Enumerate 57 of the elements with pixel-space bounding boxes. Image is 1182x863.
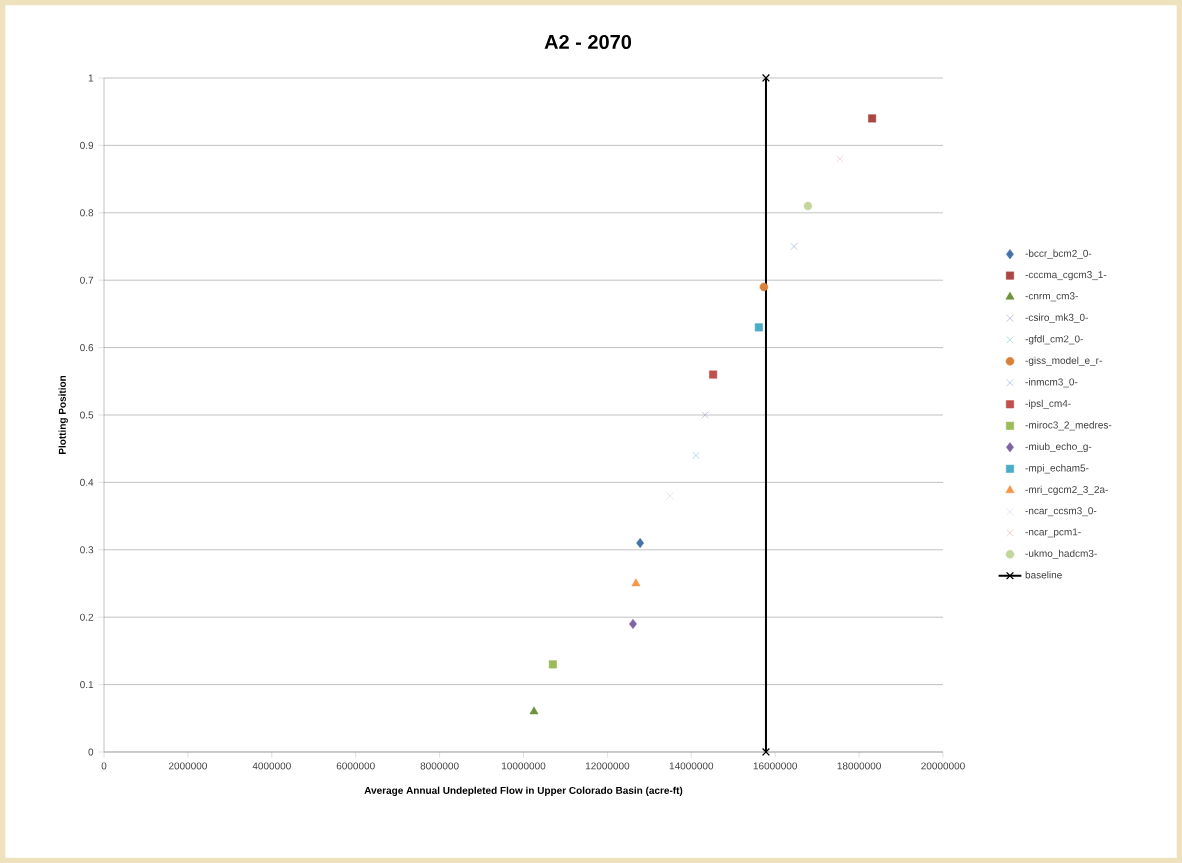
legend-label: -cccma_cgcm3_1- <box>1025 271 1107 281</box>
y-tick-label: 0.2 <box>80 613 94 621</box>
x-tick-label: 2000000 <box>168 762 207 770</box>
point <box>666 492 674 500</box>
point <box>629 618 637 629</box>
point <box>759 282 769 292</box>
legend-label: -csiro_mk3_0- <box>1025 313 1088 323</box>
point <box>631 578 641 587</box>
y-tick-label: 0 <box>88 748 94 756</box>
point <box>868 114 877 123</box>
legend-label: -giss_model_e_r- <box>1025 356 1102 366</box>
legend-label: -ipsl_cm4- <box>1025 399 1071 409</box>
legend-label: -miroc3_2_medres- <box>1025 421 1112 431</box>
point <box>754 323 763 332</box>
legend-label: -miub_echo_g- <box>1025 442 1092 452</box>
x-tick-label: 16000000 <box>753 762 798 770</box>
y-axis-title: Plotting Position <box>58 375 68 455</box>
x-tick-label: 18000000 <box>837 762 881 770</box>
y-tick-label: 0.3 <box>80 546 94 554</box>
y-tick-label: 0.9 <box>80 141 94 149</box>
y-tick-label: 1 <box>88 74 94 82</box>
point <box>529 706 539 715</box>
legend-label: -bccr_bcm2_0- <box>1025 249 1092 259</box>
legend-label: -gfdl_cm2_0- <box>1025 335 1083 345</box>
legend-label: -mpi_echam5- <box>1025 464 1089 474</box>
chart-title: A2 - 2070 <box>544 34 632 50</box>
legend-label: -ncar_pcm1- <box>1025 528 1081 538</box>
legend-label: baseline <box>1025 571 1062 579</box>
y-tick-label: 0.7 <box>80 276 94 284</box>
legend-label: -inmcm3_0- <box>1025 378 1078 388</box>
point <box>761 73 771 83</box>
legend-label: -cnrm_cm3- <box>1025 292 1078 302</box>
x-tick-label: 6000000 <box>336 762 375 770</box>
legend-label: -mri_cgcm2_3_2a- <box>1025 485 1108 496</box>
x-tick-label: 0 <box>101 762 107 770</box>
x-tick-label: 4000000 <box>252 762 291 770</box>
x-axis-title: Average Annual Undepleted Flow in Upper Colorado Basin (acre-ft) <box>364 786 683 796</box>
point <box>692 451 700 460</box>
legend-label: -ukmo_hadcm3- <box>1025 549 1097 559</box>
y-tick-label: 0.8 <box>80 209 94 217</box>
point <box>709 370 718 379</box>
legend-label: -ncar_ccsm3_0- <box>1025 507 1097 517</box>
x-tick-label: 14000000 <box>669 762 714 770</box>
y-tick-label: 0.5 <box>80 411 94 419</box>
point <box>548 660 557 669</box>
point <box>761 747 771 757</box>
y-tick-label: 0.4 <box>80 478 94 486</box>
x-tick-label: 20000000 <box>921 762 965 770</box>
y-tick-label: 0.1 <box>80 681 94 689</box>
point <box>790 242 798 251</box>
x-tick-label: 8000000 <box>420 762 459 770</box>
point <box>803 201 813 211</box>
point <box>701 411 709 419</box>
point <box>836 155 844 163</box>
y-tick-label: 0.6 <box>80 344 94 352</box>
x-tick-label: 12000000 <box>585 762 630 770</box>
x-tick-label: 10000000 <box>502 762 546 770</box>
